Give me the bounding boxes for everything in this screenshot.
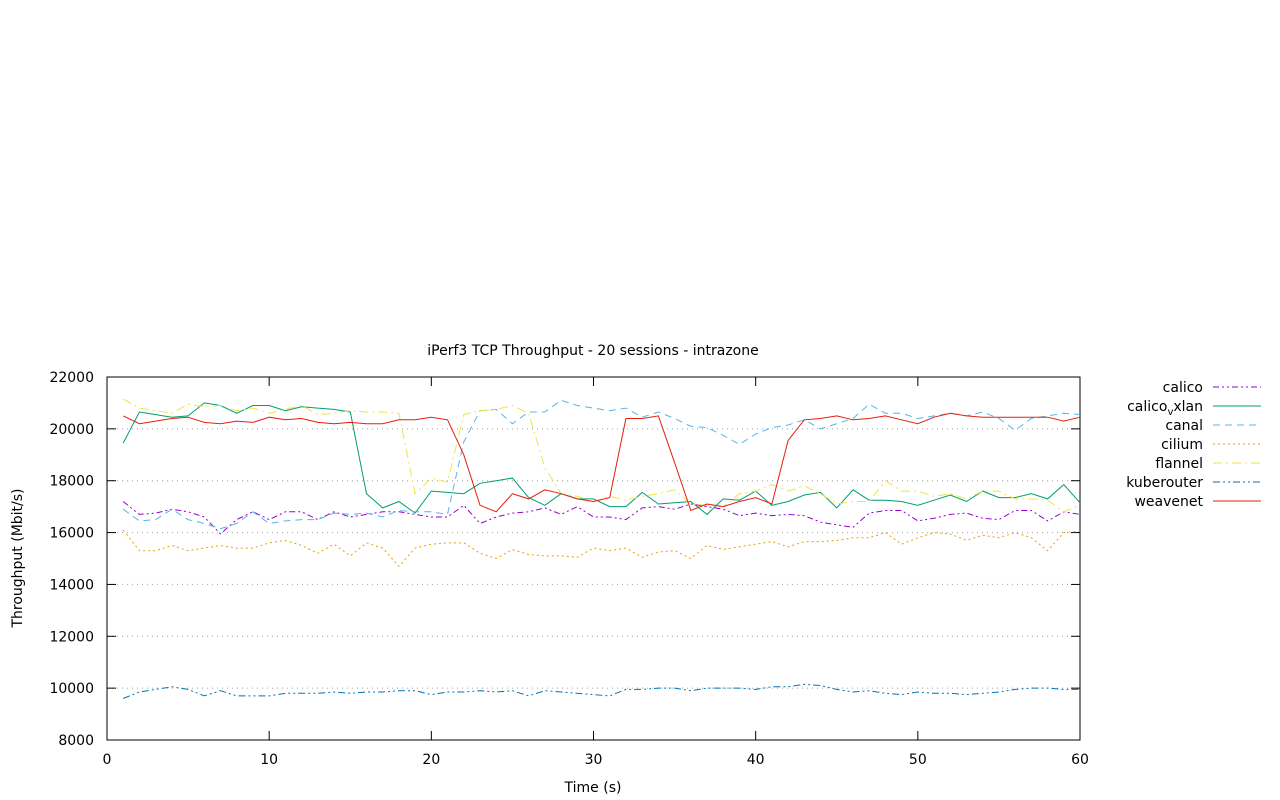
legend-label-kuberouter: kuberouter	[1126, 475, 1203, 491]
series-line-calico-vxlan	[122, 402, 1081, 516]
x-tick-label: 20	[422, 752, 440, 768]
grid-lines	[107, 428, 1080, 689]
legend-label-calico: calico	[1163, 380, 1203, 396]
series-line-cilium	[122, 529, 1081, 568]
legend-label-flannel: flannel	[1155, 456, 1203, 472]
y-tick-label: 12000	[49, 629, 94, 645]
series-line-weavenet	[122, 412, 1081, 513]
x-axis-label: Time (s)	[564, 780, 622, 796]
y-tick-label: 8000	[58, 733, 94, 749]
y-tick-label: 22000	[49, 370, 94, 386]
x-tick-label: 10	[260, 752, 278, 768]
x-tick-label: 40	[747, 752, 765, 768]
axis-ticks: 8000 10000 12000 14000 16000 18000 20000 22000 0…	[49, 370, 1088, 768]
y-tick-label: 16000	[49, 526, 94, 542]
legend-label-cilium: cilium	[1161, 437, 1203, 453]
x-tick-label: 0	[103, 752, 112, 768]
y-tick-label: 14000	[49, 577, 94, 593]
series-line-calico	[122, 501, 1081, 535]
series-line-kuberouter	[123, 683, 1080, 699]
y-tick-label: 10000	[49, 681, 94, 697]
y-tick-label: 18000	[49, 474, 94, 490]
series-line-flannel	[122, 398, 1081, 513]
legend-label-canal: canal	[1165, 418, 1203, 434]
series-line-canal	[122, 399, 1081, 530]
chart-title: iPerf3 TCP Throughput - 20 sessions - in…	[427, 343, 758, 359]
y-axis-label: Throughput (Mbit/s)	[10, 488, 26, 628]
x-tick-label: 50	[909, 752, 927, 768]
legend-label-weavenet: weavenet	[1134, 494, 1203, 510]
x-tick-label: 60	[1071, 752, 1089, 768]
series-lines	[122, 398, 1081, 699]
x-tick-label: 30	[585, 752, 603, 768]
plot-area-frame	[106, 376, 1081, 741]
legend-label-calico-vxlan: calicovxlan	[1127, 399, 1203, 418]
y-tick-label: 20000	[49, 422, 94, 438]
